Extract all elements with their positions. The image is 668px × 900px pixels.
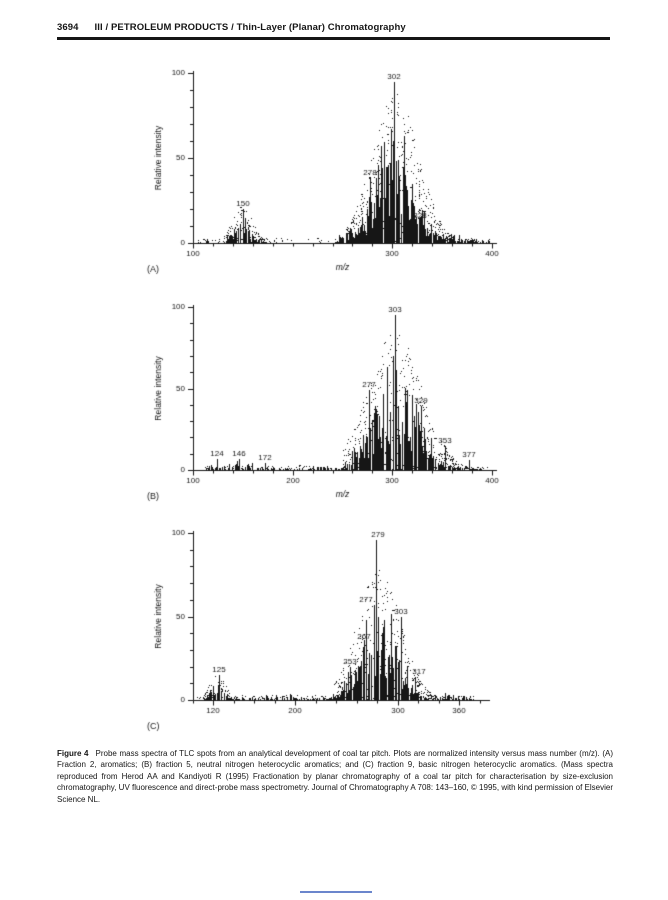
running-title: III / PETROLEUM PRODUCTS / Thin-Layer (P… <box>94 22 406 33</box>
mass-spectrum-panel-b <box>90 290 540 522</box>
figure-caption: Figure 4 Probe mass spectra of TLC spots … <box>57 748 613 805</box>
page-header: 3694 III / PETROLEUM PRODUCTS / Thin-Laye… <box>57 22 406 33</box>
mass-spectrum-panel-a <box>90 56 540 288</box>
page-number: 3694 <box>57 22 79 33</box>
header-rule <box>57 37 610 40</box>
mass-spectrum-panel-c <box>90 518 540 743</box>
figure-caption-label: Figure 4 <box>57 749 89 758</box>
footer-blue-mark <box>300 891 372 893</box>
figure-caption-text: Probe mass spectra of TLC spots from an … <box>57 749 613 804</box>
